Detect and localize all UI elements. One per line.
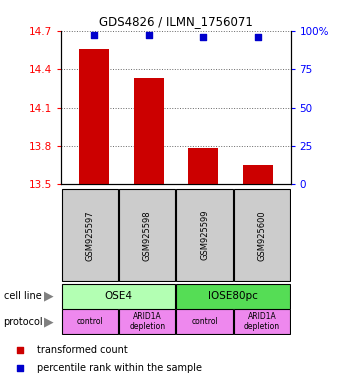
Point bbox=[18, 365, 23, 371]
Bar bbox=[176, 189, 233, 281]
Bar bbox=[243, 165, 273, 184]
Text: control: control bbox=[77, 317, 103, 326]
Bar bbox=[62, 283, 175, 309]
Point bbox=[146, 32, 152, 38]
Text: OSE4: OSE4 bbox=[105, 291, 133, 301]
Bar bbox=[119, 189, 175, 281]
Text: control: control bbox=[191, 317, 218, 326]
Text: protocol: protocol bbox=[4, 317, 43, 327]
Text: percentile rank within the sample: percentile rank within the sample bbox=[37, 362, 202, 373]
Text: ARID1A
depletion: ARID1A depletion bbox=[244, 312, 280, 331]
Text: ARID1A
depletion: ARID1A depletion bbox=[129, 312, 165, 331]
Text: GSM925597: GSM925597 bbox=[85, 210, 94, 260]
Text: GSM925598: GSM925598 bbox=[143, 210, 152, 260]
Text: ▶: ▶ bbox=[44, 315, 54, 328]
Bar bbox=[134, 78, 163, 184]
Text: GSM925600: GSM925600 bbox=[257, 210, 266, 260]
Text: ▶: ▶ bbox=[44, 290, 54, 303]
Bar bbox=[62, 309, 118, 334]
Bar bbox=[119, 309, 175, 334]
Bar bbox=[234, 309, 290, 334]
Bar bbox=[176, 309, 233, 334]
Text: transformed count: transformed count bbox=[37, 345, 128, 356]
Text: cell line: cell line bbox=[4, 291, 41, 301]
Bar bbox=[188, 149, 218, 184]
Point bbox=[91, 32, 97, 38]
Point bbox=[18, 347, 23, 353]
Bar bbox=[79, 49, 109, 184]
Bar bbox=[62, 189, 118, 281]
Text: IOSE80pc: IOSE80pc bbox=[208, 291, 258, 301]
Title: GDS4826 / ILMN_1756071: GDS4826 / ILMN_1756071 bbox=[99, 15, 253, 28]
Bar bbox=[234, 189, 290, 281]
Bar bbox=[176, 283, 290, 309]
Point bbox=[200, 34, 206, 40]
Point bbox=[255, 34, 260, 40]
Text: GSM925599: GSM925599 bbox=[200, 210, 209, 260]
